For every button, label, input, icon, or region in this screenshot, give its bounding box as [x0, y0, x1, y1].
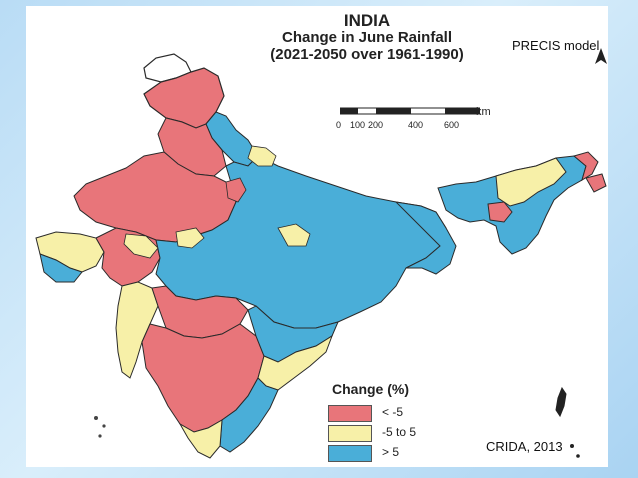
scale-tick-0: 0 — [336, 120, 342, 130]
legend-item-decrease: < -5 — [328, 405, 468, 422]
map-title-line3: (2021-2050 over 1961-1990) — [270, 46, 464, 63]
region-yellow-northeast — [495, 157, 567, 207]
scale-tick-100: 100 — [350, 120, 366, 130]
region-yellow-south-tip — [178, 419, 223, 459]
nicobar-1 — [570, 444, 574, 448]
legend-title: Change (%) — [332, 381, 409, 397]
legend-label-decrease: < -5 — [382, 405, 404, 419]
scale-tick-400: 400 — [408, 120, 424, 130]
region-blue-south-tip — [219, 377, 279, 453]
andaman-islands — [555, 386, 567, 418]
nicobar-2 — [576, 454, 580, 458]
region-blue-gujarat-coast — [39, 253, 83, 283]
legend-swatch-yellow — [328, 425, 372, 442]
region-red-northeast-3 — [585, 173, 607, 193]
legend-label-neutral: -5 to 5 — [382, 425, 417, 439]
region-blue-east — [394, 201, 457, 275]
north-arrow-icon — [595, 48, 607, 64]
model-label: PRECIS model — [512, 38, 600, 53]
region-red-central-patch — [225, 177, 247, 203]
scale-tick-200: 200 — [368, 120, 384, 130]
region-yellow-central-2 — [123, 233, 159, 259]
india-rainfall-map — [35, 53, 607, 459]
legend-swatch-red — [328, 405, 372, 422]
region-red-northeast-1 — [572, 151, 599, 182]
slide-panel: INDIA Change in June Rainfall (2021-2050… — [26, 6, 608, 467]
map-title: INDIA Change in June Rainfall (2021-2050… — [222, 12, 512, 63]
lakshadweep-1 — [94, 416, 98, 420]
scale-bar — [340, 107, 480, 115]
region-yellow-central-3 — [277, 223, 311, 247]
legend-swatch-blue — [328, 445, 372, 462]
scale-unit: km — [476, 106, 491, 118]
lakshadweep-3 — [98, 434, 102, 438]
region-yellow-central-1 — [247, 145, 277, 167]
legend-item-increase: > 5 — [328, 445, 468, 462]
map-title-line1: INDIA — [343, 11, 391, 30]
region-red-northeast-2 — [487, 201, 513, 223]
legend-item-neutral: -5 to 5 — [328, 425, 468, 442]
region-yellow-central-4 — [175, 227, 205, 249]
map-title-line2: Change in June Rainfall — [281, 29, 453, 46]
scale-tick-600: 600 — [444, 120, 460, 130]
legend-label-increase: > 5 — [382, 445, 400, 459]
lakshadweep-2 — [102, 424, 106, 428]
source-credit: CRIDA, 2013 — [486, 439, 563, 454]
